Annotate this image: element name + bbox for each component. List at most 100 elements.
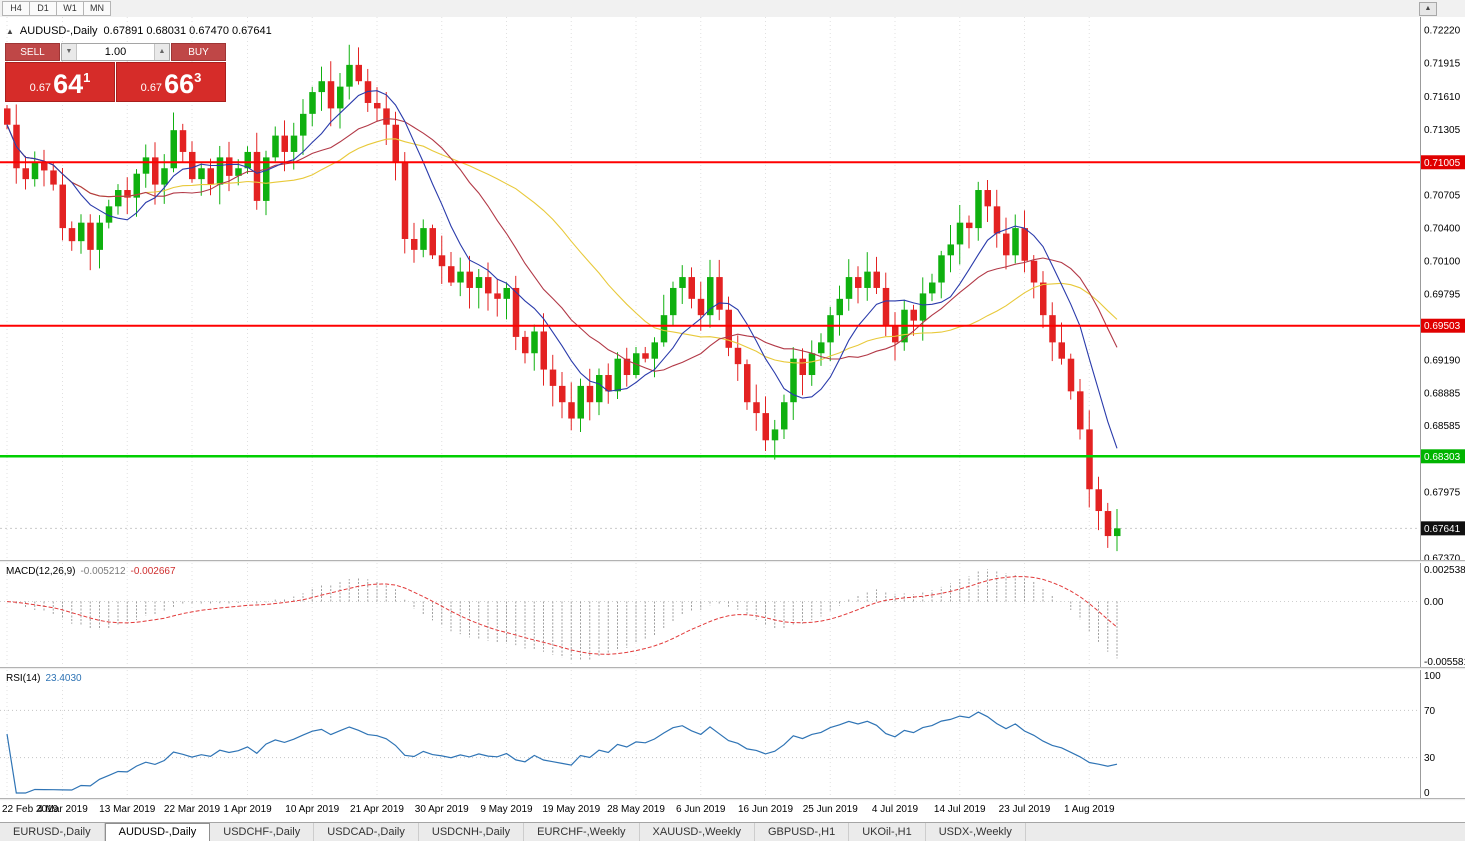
axis-label: 0.70400 bbox=[1424, 224, 1461, 235]
axis-label: 30 bbox=[1424, 753, 1436, 764]
date-label: 16 Jun 2019 bbox=[737, 804, 794, 815]
volume-stepper: ▼ 1.00 ▲ bbox=[61, 43, 170, 61]
rsi-label: RSI(14) 23.4030 bbox=[6, 673, 82, 684]
candles bbox=[4, 44, 1121, 552]
date-label: 1 Aug 2019 bbox=[1063, 804, 1115, 815]
one-click-trade-panel: SELL ▼ 1.00 ▲ BUY 0.67 64 1 0.67 66 3 bbox=[5, 43, 226, 102]
price-tag bbox=[1421, 155, 1465, 170]
price-tag bbox=[1421, 521, 1465, 536]
axis-label: 0.67641 bbox=[1424, 524, 1461, 535]
rsi-line bbox=[6, 711, 1118, 794]
ma-mid-line bbox=[6, 118, 1118, 372]
buy-price-pipette: 3 bbox=[194, 70, 202, 85]
date-label: 10 Apr 2019 bbox=[285, 804, 340, 815]
buy-button[interactable]: BUY bbox=[171, 43, 226, 61]
axis-label: 0.68585 bbox=[1424, 421, 1461, 432]
volume-down-icon[interactable]: ▼ bbox=[62, 44, 77, 60]
macd-main-value: -0.005212 bbox=[80, 566, 126, 577]
date-label: 4 Mar 2019 bbox=[37, 804, 88, 815]
date-label: 23 Jul 2019 bbox=[998, 804, 1051, 815]
axis-label: 0.70100 bbox=[1424, 256, 1461, 267]
pane-separator[interactable] bbox=[0, 667, 1465, 670]
sell-price-pipette: 1 bbox=[83, 70, 91, 85]
date-label: 19 May 2019 bbox=[542, 804, 601, 815]
candlestick-chart[interactable]: 0.72220 0.71915 0.71610 0.71305 0.70705 0.704… bbox=[0, 17, 1465, 560]
main-chart-pane[interactable]: 0.72220 0.71915 0.71610 0.71305 0.70705 0.704… bbox=[0, 17, 1465, 560]
chart-title: ▲ AUDUSD-,Daily 0.67891 0.68031 0.67470 … bbox=[6, 25, 272, 37]
sell-price-prefix: 0.67 bbox=[29, 82, 52, 94]
axis-label: 0.71305 bbox=[1424, 125, 1461, 136]
axis-label: -0.005581 bbox=[1424, 657, 1465, 667]
collapse-panel-icon[interactable]: ▲ bbox=[6, 26, 14, 36]
chart-tab-ukoil-h1[interactable]: UKOil-,H1 bbox=[849, 823, 926, 841]
macd-indicator-pane[interactable]: 0.002538 0.00 -0.005581 MACD(12,26,9) -0.00… bbox=[0, 563, 1465, 667]
date-label: 4 Jul 2019 bbox=[871, 804, 919, 815]
date-label: 30 Apr 2019 bbox=[414, 804, 469, 815]
date-label: 25 Jun 2019 bbox=[802, 804, 858, 815]
axis-label: 0.71610 bbox=[1424, 92, 1461, 103]
sell-button[interactable]: SELL bbox=[5, 43, 60, 61]
chart-tab-usdx-weekly[interactable]: USDX-,Weekly bbox=[926, 823, 1026, 841]
timeframe-button-h4[interactable]: H4 bbox=[2, 1, 29, 16]
date-label: 14 Jul 2019 bbox=[933, 804, 986, 815]
axis-label: 0.70705 bbox=[1424, 190, 1461, 201]
price-tag bbox=[1421, 318, 1465, 333]
chart-tab-bar: EURUSD-,Daily AUDUSD-,Daily USDCHF-,Daily U… bbox=[0, 822, 1465, 841]
timeframe-button-mn[interactable]: MN bbox=[83, 1, 111, 16]
timeframe-button-group: H4 D1 W1 MN bbox=[2, 1, 111, 16]
macd-chart: 0.002538 0.00 -0.005581 bbox=[0, 563, 1465, 667]
date-label: 22 Mar 2019 bbox=[163, 804, 221, 815]
chart-tab-usdcnh-daily[interactable]: USDCNH-,Daily bbox=[419, 823, 525, 841]
date-label: 1 Apr 2019 bbox=[223, 804, 272, 815]
rsi-chart: 100 70 30 0 bbox=[0, 670, 1441, 798]
axis-label: 70 bbox=[1424, 706, 1436, 717]
chart-tab-eurchf-weekly[interactable]: EURCHF-,Weekly bbox=[524, 823, 640, 841]
date-label: 6 Jun 2019 bbox=[676, 804, 726, 815]
axis-label: 0.67975 bbox=[1424, 487, 1461, 498]
axis-label: 0.69795 bbox=[1424, 289, 1461, 300]
sell-price-button[interactable]: 0.67 64 1 bbox=[5, 62, 115, 102]
date-label: 9 May 2019 bbox=[480, 804, 533, 815]
timeframe-button-d1[interactable]: D1 bbox=[29, 1, 56, 16]
price-tag bbox=[1421, 449, 1465, 464]
date-label: 13 Mar 2019 bbox=[99, 804, 156, 815]
date-label: 22 Feb 2019 bbox=[2, 804, 59, 815]
sell-price-big: 64 bbox=[53, 69, 84, 99]
macd-signal-value: -0.002667 bbox=[130, 566, 176, 577]
chart-tab-xauusd-weekly[interactable]: XAUUSD-,Weekly bbox=[640, 823, 755, 841]
chart-tab-usdchf-daily[interactable]: USDCHF-,Daily bbox=[210, 823, 315, 841]
axis-label: 0.69190 bbox=[1424, 355, 1461, 366]
axis-label: 0.00 bbox=[1424, 597, 1444, 608]
chart-tab-eurusd-daily[interactable]: EURUSD-,Daily bbox=[0, 823, 105, 841]
rsi-indicator-pane[interactable]: 100 70 30 0 RSI(14) 23.4030 bbox=[0, 670, 1465, 798]
buy-price-button[interactable]: 0.67 66 3 bbox=[116, 62, 226, 102]
date-label: 28 May 2019 bbox=[607, 804, 665, 815]
axis-label: 0.71915 bbox=[1424, 59, 1461, 70]
volume-up-icon[interactable]: ▲ bbox=[154, 44, 169, 60]
chart-tab-gbpusd-h1[interactable]: GBPUSD-,H1 bbox=[755, 823, 850, 841]
timeframe-toolbar: H4 D1 W1 MN ▲ bbox=[0, 0, 1465, 18]
chart-symbol-label: AUDUSD-,Daily bbox=[19, 25, 98, 37]
axis-label: 0.002538 bbox=[1424, 565, 1465, 576]
chart-tab-usdcad-daily[interactable]: USDCAD-,Daily bbox=[314, 823, 419, 841]
axis-label: 0.68303 bbox=[1424, 452, 1461, 463]
timeframe-button-w1[interactable]: W1 bbox=[56, 1, 83, 16]
axis-label: 100 bbox=[1424, 671, 1441, 682]
buy-price-big: 66 bbox=[164, 69, 195, 99]
pane-separator[interactable] bbox=[0, 560, 1465, 563]
rsi-value: 23.4030 bbox=[45, 673, 82, 684]
axis-label: 0.69503 bbox=[1424, 321, 1461, 332]
volume-input[interactable]: 1.00 bbox=[104, 46, 127, 58]
axis-label: 0.71005 bbox=[1424, 158, 1461, 169]
axis-label: 0.72220 bbox=[1424, 26, 1461, 37]
date-axis[interactable]: 22 Feb 2019 4 Mar 2019 13 Mar 2019 22 Mar 2… bbox=[0, 800, 1420, 822]
chart-tab-audusd-daily[interactable]: AUDUSD-,Daily bbox=[104, 823, 211, 841]
axis-label: 0.67370 bbox=[1424, 553, 1461, 560]
ma-slow-line bbox=[6, 124, 1118, 364]
scroll-up-icon[interactable]: ▲ bbox=[1419, 2, 1437, 16]
macd-label: MACD(12,26,9) -0.005212 -0.002667 bbox=[6, 566, 176, 577]
chart-ohlc-values: 0.67891 0.68031 0.67470 0.67641 bbox=[103, 25, 272, 37]
date-label: 21 Apr 2019 bbox=[350, 804, 404, 815]
axis-label: 0.68885 bbox=[1424, 388, 1461, 399]
